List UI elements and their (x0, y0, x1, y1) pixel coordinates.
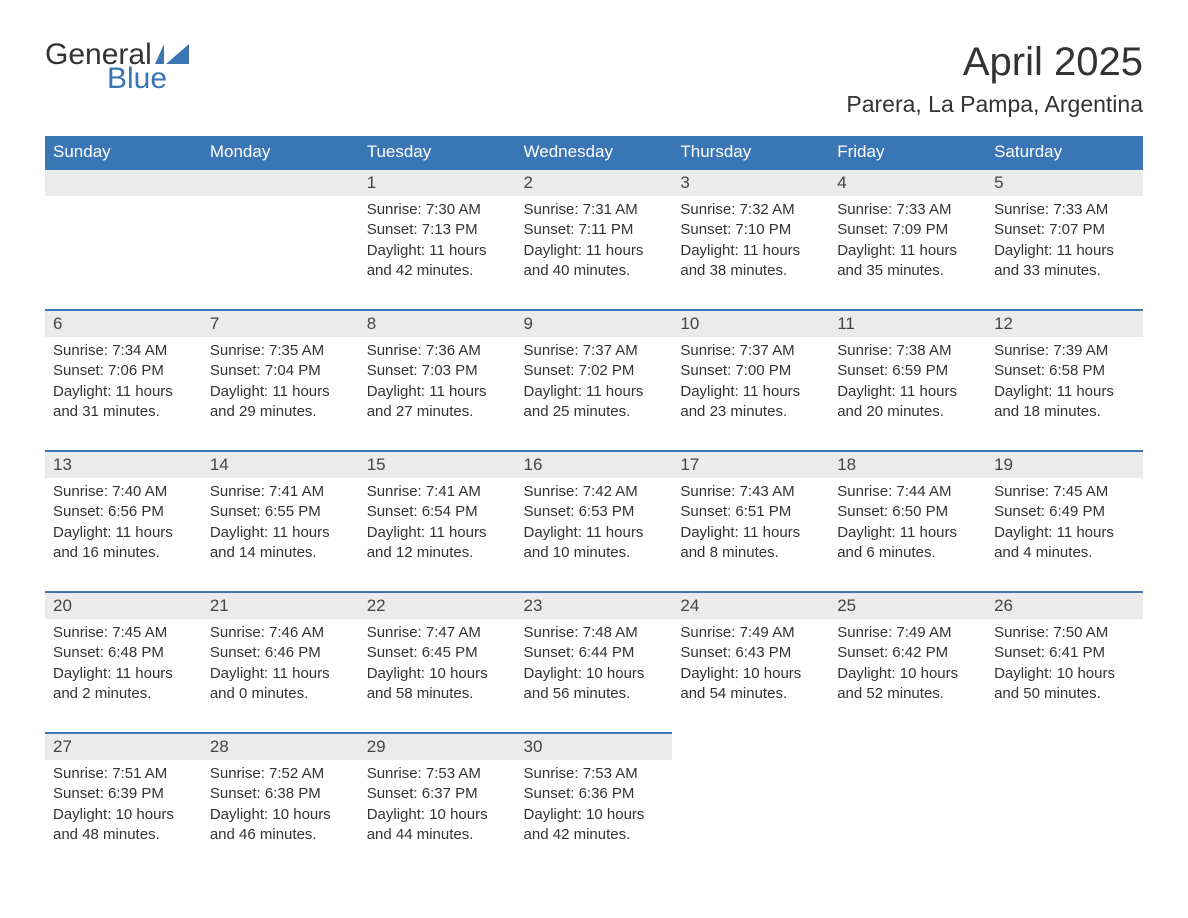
day-info: Sunrise: 7:40 AMSunset: 6:56 PMDaylight:… (45, 478, 202, 592)
info-row: Sunrise: 7:40 AMSunset: 6:56 PMDaylight:… (45, 478, 1143, 592)
day-number: 21 (202, 592, 359, 619)
day-info: Sunrise: 7:31 AMSunset: 7:11 PMDaylight:… (516, 196, 673, 310)
day-header: Wednesday (516, 136, 673, 169)
day-number: 30 (516, 733, 673, 760)
day-number-empty (45, 169, 202, 196)
day-number: 29 (359, 733, 516, 760)
day-info: Sunrise: 7:49 AMSunset: 6:42 PMDaylight:… (829, 619, 986, 733)
day-info: Sunrise: 7:37 AMSunset: 7:02 PMDaylight:… (516, 337, 673, 451)
day-header: Monday (202, 136, 359, 169)
day-number: 13 (45, 451, 202, 478)
day-info: Sunrise: 7:33 AMSunset: 7:09 PMDaylight:… (829, 196, 986, 310)
day-number: 5 (986, 169, 1143, 196)
day-info-empty (202, 196, 359, 310)
day-number: 18 (829, 451, 986, 478)
day-number-empty (829, 733, 986, 760)
day-info-empty (672, 760, 829, 873)
day-number-empty (672, 733, 829, 760)
day-number: 22 (359, 592, 516, 619)
day-number: 10 (672, 310, 829, 337)
day-info: Sunrise: 7:30 AMSunset: 7:13 PMDaylight:… (359, 196, 516, 310)
info-row: Sunrise: 7:34 AMSunset: 7:06 PMDaylight:… (45, 337, 1143, 451)
month-title: April 2025 (846, 40, 1143, 85)
day-number: 3 (672, 169, 829, 196)
logo-text-blue: Blue (107, 64, 189, 94)
day-info: Sunrise: 7:33 AMSunset: 7:07 PMDaylight:… (986, 196, 1143, 310)
daynum-row: 27282930 (45, 733, 1143, 760)
day-info: Sunrise: 7:45 AMSunset: 6:48 PMDaylight:… (45, 619, 202, 733)
daynum-row: 6789101112 (45, 310, 1143, 337)
day-number: 12 (986, 310, 1143, 337)
day-info: Sunrise: 7:53 AMSunset: 6:37 PMDaylight:… (359, 760, 516, 873)
calendar-body: 12345 Sunrise: 7:30 AMSunset: 7:13 PMDay… (45, 169, 1143, 873)
day-info-empty (829, 760, 986, 873)
day-info: Sunrise: 7:47 AMSunset: 6:45 PMDaylight:… (359, 619, 516, 733)
day-number: 25 (829, 592, 986, 619)
day-info: Sunrise: 7:38 AMSunset: 6:59 PMDaylight:… (829, 337, 986, 451)
day-info: Sunrise: 7:35 AMSunset: 7:04 PMDaylight:… (202, 337, 359, 451)
day-info: Sunrise: 7:37 AMSunset: 7:00 PMDaylight:… (672, 337, 829, 451)
day-number: 15 (359, 451, 516, 478)
day-number: 2 (516, 169, 673, 196)
day-number: 7 (202, 310, 359, 337)
daynum-row: 13141516171819 (45, 451, 1143, 478)
day-number: 28 (202, 733, 359, 760)
day-number: 6 (45, 310, 202, 337)
day-info: Sunrise: 7:39 AMSunset: 6:58 PMDaylight:… (986, 337, 1143, 451)
day-number: 26 (986, 592, 1143, 619)
day-info: Sunrise: 7:52 AMSunset: 6:38 PMDaylight:… (202, 760, 359, 873)
day-number: 9 (516, 310, 673, 337)
day-info: Sunrise: 7:49 AMSunset: 6:43 PMDaylight:… (672, 619, 829, 733)
day-number: 4 (829, 169, 986, 196)
day-info: Sunrise: 7:42 AMSunset: 6:53 PMDaylight:… (516, 478, 673, 592)
calendar-table: SundayMondayTuesdayWednesdayThursdayFrid… (45, 136, 1143, 873)
day-header: Tuesday (359, 136, 516, 169)
info-row: Sunrise: 7:45 AMSunset: 6:48 PMDaylight:… (45, 619, 1143, 733)
day-number: 27 (45, 733, 202, 760)
header: General Blue April 2025 Parera, La Pampa… (45, 40, 1143, 118)
day-info-empty (986, 760, 1143, 873)
day-number: 1 (359, 169, 516, 196)
day-number-empty (986, 733, 1143, 760)
day-info: Sunrise: 7:48 AMSunset: 6:44 PMDaylight:… (516, 619, 673, 733)
day-header: Thursday (672, 136, 829, 169)
day-number: 16 (516, 451, 673, 478)
day-number: 24 (672, 592, 829, 619)
info-row: Sunrise: 7:30 AMSunset: 7:13 PMDaylight:… (45, 196, 1143, 310)
day-info: Sunrise: 7:44 AMSunset: 6:50 PMDaylight:… (829, 478, 986, 592)
day-info: Sunrise: 7:51 AMSunset: 6:39 PMDaylight:… (45, 760, 202, 873)
location: Parera, La Pampa, Argentina (846, 91, 1143, 118)
day-info: Sunrise: 7:53 AMSunset: 6:36 PMDaylight:… (516, 760, 673, 873)
day-number: 20 (45, 592, 202, 619)
logo: General Blue (45, 40, 189, 94)
daynum-row: 20212223242526 (45, 592, 1143, 619)
day-info-empty (45, 196, 202, 310)
day-info: Sunrise: 7:41 AMSunset: 6:54 PMDaylight:… (359, 478, 516, 592)
title-block: April 2025 Parera, La Pampa, Argentina (846, 40, 1143, 118)
day-number: 17 (672, 451, 829, 478)
daynum-row: 12345 (45, 169, 1143, 196)
day-info: Sunrise: 7:46 AMSunset: 6:46 PMDaylight:… (202, 619, 359, 733)
day-info: Sunrise: 7:50 AMSunset: 6:41 PMDaylight:… (986, 619, 1143, 733)
logo-flag-icon (155, 44, 189, 64)
day-number-empty (202, 169, 359, 196)
day-number: 23 (516, 592, 673, 619)
day-header: Sunday (45, 136, 202, 169)
day-info: Sunrise: 7:45 AMSunset: 6:49 PMDaylight:… (986, 478, 1143, 592)
day-number: 8 (359, 310, 516, 337)
day-info: Sunrise: 7:36 AMSunset: 7:03 PMDaylight:… (359, 337, 516, 451)
day-header: Saturday (986, 136, 1143, 169)
day-info: Sunrise: 7:34 AMSunset: 7:06 PMDaylight:… (45, 337, 202, 451)
day-number: 11 (829, 310, 986, 337)
day-header-row: SundayMondayTuesdayWednesdayThursdayFrid… (45, 136, 1143, 169)
day-info: Sunrise: 7:41 AMSunset: 6:55 PMDaylight:… (202, 478, 359, 592)
info-row: Sunrise: 7:51 AMSunset: 6:39 PMDaylight:… (45, 760, 1143, 873)
day-info: Sunrise: 7:43 AMSunset: 6:51 PMDaylight:… (672, 478, 829, 592)
day-number: 14 (202, 451, 359, 478)
day-number: 19 (986, 451, 1143, 478)
day-header: Friday (829, 136, 986, 169)
day-info: Sunrise: 7:32 AMSunset: 7:10 PMDaylight:… (672, 196, 829, 310)
